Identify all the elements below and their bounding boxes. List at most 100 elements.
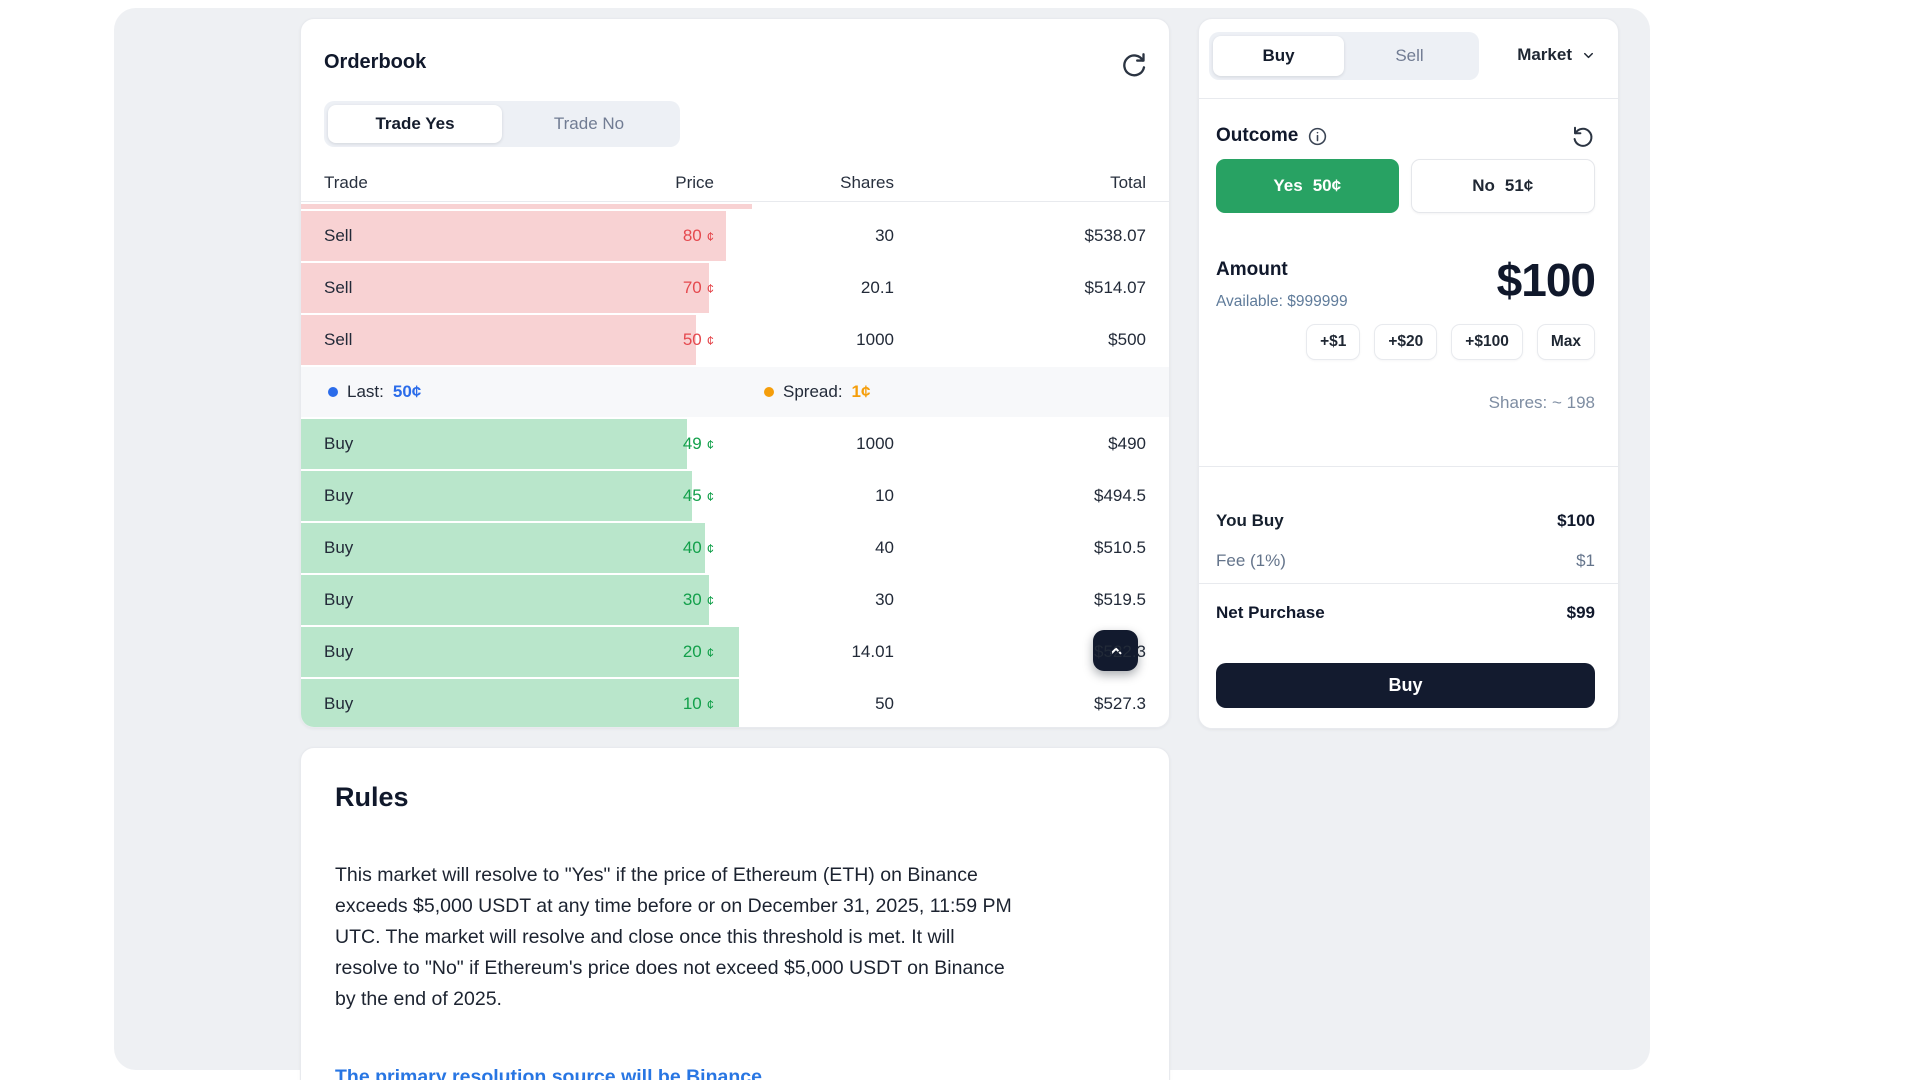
divider <box>1199 583 1618 584</box>
row-price: 20 ¢ <box>682 642 714 661</box>
order-type-value: Market <box>1517 45 1572 64</box>
column-header-shares: Shares <box>840 173 894 192</box>
orderbook-title: Orderbook <box>324 51 427 73</box>
divider <box>1199 98 1618 99</box>
amount-section: Amount Available: $999999 $100 <box>1216 254 1596 339</box>
buy-submit-button[interactable]: Buy <box>1216 663 1595 708</box>
row-side: Buy <box>324 642 354 661</box>
spread-label: Spread: <box>783 382 843 401</box>
tab-sell[interactable]: Sell <box>1395 46 1424 65</box>
rules-card: Rules This market will resolve to "Yes" … <box>300 747 1170 1080</box>
fee-row: Fee (1%) $1 <box>1216 551 1595 571</box>
quick-amount-buttons: +$1 +$20 +$100 Max <box>1306 324 1595 360</box>
row-price: 10 ¢ <box>682 694 714 713</box>
row-price: 45 ¢ <box>682 486 714 505</box>
tab-buy[interactable]: Buy <box>1213 36 1344 76</box>
row-price: 49 ¢ <box>682 434 714 453</box>
orderbook-card: Orderbook Trade Yes Trade No Trade Price… <box>300 18 1170 728</box>
row-side: Buy <box>324 694 354 713</box>
row-total: $490 <box>1108 434 1146 453</box>
depth-bar <box>301 211 727 261</box>
add-20-button[interactable]: +$20 <box>1374 324 1438 360</box>
no-label: No <box>1472 176 1495 195</box>
buy-sell-tab-group: Buy Sell <box>1209 32 1479 80</box>
outcome-buttons: Yes 50¢ No 51¢ <box>1216 159 1595 213</box>
row-side: Buy <box>324 590 354 609</box>
tab-trade-no[interactable]: Trade No <box>553 114 625 133</box>
row-shares: 1000 <box>856 330 894 349</box>
fee-label: Fee (1%) <box>1216 551 1286 570</box>
depth-bar <box>301 263 709 313</box>
row-shares: 50 <box>875 694 894 713</box>
spread-dot-icon <box>764 387 774 397</box>
depth-bar <box>301 471 692 521</box>
you-buy-label: You Buy <box>1216 511 1284 530</box>
row-total: $527.3 <box>1094 694 1146 713</box>
tab-trade-yes[interactable]: Trade Yes <box>328 105 502 143</box>
amount-label: Amount <box>1216 259 1288 280</box>
column-header-price: Price <box>675 173 714 192</box>
amount-input[interactable]: $100 <box>1496 254 1596 306</box>
row-price: 70 ¢ <box>682 278 714 297</box>
you-buy-value: $100 <box>1557 511 1595 530</box>
last-value: 50¢ <box>392 382 422 401</box>
order-type-select[interactable]: Market <box>1517 45 1596 65</box>
orderbook-header-row: Trade Price Shares Total <box>301 165 1169 202</box>
net-purchase-label: Net Purchase <box>1216 603 1325 622</box>
depth-bar <box>301 315 696 365</box>
info-icon[interactable] <box>1307 126 1328 147</box>
row-price: 40 ¢ <box>682 538 714 557</box>
shares-estimate: Shares: ~ 198 <box>1488 393 1595 412</box>
resolution-source-link[interactable]: The primary resolution source will be Bi… <box>335 1066 762 1080</box>
clipped-ask-row <box>301 204 753 209</box>
depth-bar <box>301 575 709 625</box>
row-shares: 40 <box>875 538 894 557</box>
orderbook-row[interactable]: Buy 40 ¢ 40 $510.5 <box>301 523 1169 573</box>
row-shares: 14.01 <box>851 642 894 661</box>
asks-list: Sell 80 ¢ 30 $538.07 Sell 70 ¢ 20.1 $514.07 Sell 50… <box>301 211 1169 365</box>
row-shares: 10 <box>875 486 894 505</box>
row-total: $514.07 <box>1084 278 1146 297</box>
row-total: $500 <box>1108 330 1146 349</box>
yes-outcome-button[interactable]: Yes 50¢ <box>1216 159 1399 213</box>
orderbook-row[interactable]: Sell 70 ¢ 20.1 $514.07 <box>301 263 1169 313</box>
depth-bar <box>301 627 740 677</box>
orderbook-row[interactable]: Sell 50 ¢ 1000 $500 <box>301 315 1169 365</box>
last-label: Last: <box>347 382 384 401</box>
row-side: Sell <box>324 226 353 245</box>
last-price-group: Last: 50¢ <box>328 382 421 402</box>
orderbook-row[interactable]: Sell 80 ¢ 30 $538.07 <box>301 211 1169 261</box>
last-dot-icon <box>328 387 338 397</box>
scroll-to-top-button[interactable] <box>1093 630 1138 671</box>
rules-title: Rules <box>335 782 409 812</box>
add-1-button[interactable]: +$1 <box>1306 324 1361 360</box>
refresh-icon[interactable] <box>1119 51 1147 79</box>
swap-outcome-icon[interactable] <box>1572 125 1596 149</box>
depth-bar <box>301 419 688 469</box>
column-header-trade: Trade <box>324 173 368 192</box>
chevron-up-icon <box>1110 647 1121 654</box>
net-purchase-value: $99 <box>1566 603 1595 622</box>
row-total: $510.5 <box>1094 538 1146 557</box>
orderbook-row[interactable]: Buy 20 ¢ 14.01 $522.3 <box>301 627 1169 677</box>
available-balance: Available: $999999 <box>1216 293 1348 310</box>
orderbook-row[interactable]: Buy 30 ¢ 30 $519.5 <box>301 575 1169 625</box>
no-outcome-button[interactable]: No 51¢ <box>1410 159 1595 213</box>
add-100-button[interactable]: +$100 <box>1451 324 1523 360</box>
orderbook-row[interactable]: Buy 10 ¢ 50 $527.3 <box>301 679 1169 727</box>
depth-bar <box>301 523 705 573</box>
yes-price: 50¢ <box>1312 176 1342 195</box>
bids-list: Buy 49 ¢ 1000 $490 Buy 45 ¢ 10 $494.5 Buy 40 ¢ 40 $510… <box>301 419 1169 727</box>
row-price: 80 ¢ <box>682 226 714 245</box>
row-total: $538.07 <box>1084 226 1146 245</box>
divider <box>1199 466 1618 467</box>
no-price: 51¢ <box>1504 176 1534 195</box>
orderbook-row[interactable]: Buy 49 ¢ 1000 $490 <box>301 419 1169 469</box>
orderbook-row[interactable]: Buy 45 ¢ 10 $494.5 <box>301 471 1169 521</box>
outcome-label: Outcome <box>1216 125 1299 146</box>
row-total: $494.5 <box>1094 486 1146 505</box>
max-button[interactable]: Max <box>1536 324 1595 360</box>
rules-body: This market will resolve to "Yes" if the… <box>335 864 1012 1010</box>
row-side: Buy <box>324 434 354 453</box>
